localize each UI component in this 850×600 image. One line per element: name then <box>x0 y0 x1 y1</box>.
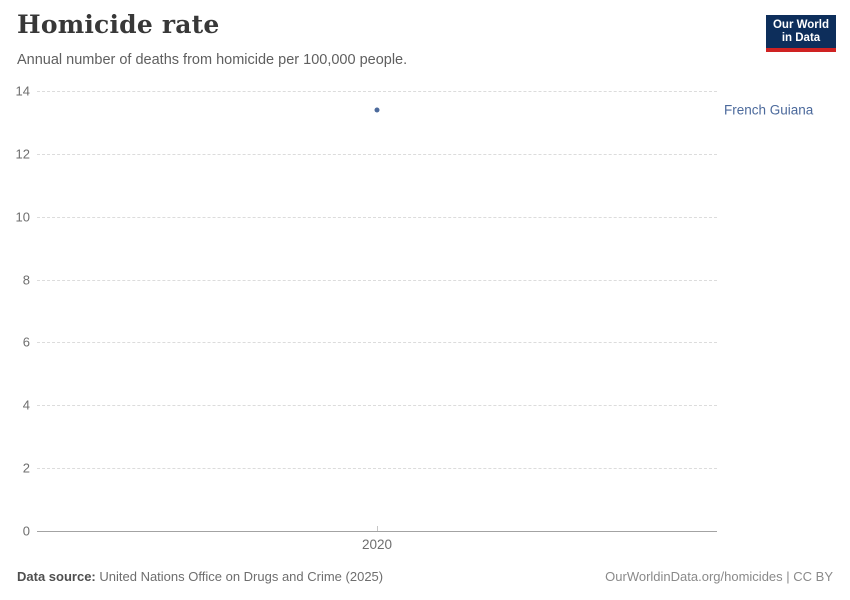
footer-link[interactable]: OurWorldinData.org/homicides | CC BY <box>605 569 833 584</box>
data-source: Data source: United Nations Office on Dr… <box>17 569 383 584</box>
data-source-label: Data source: <box>17 569 96 584</box>
y-tick-label: 14 <box>15 83 30 99</box>
x-axis-line <box>37 531 717 532</box>
gridline <box>37 153 717 155</box>
y-tick-label: 8 <box>22 272 30 288</box>
y-tick-label: 6 <box>22 334 30 350</box>
y-tick-label: 10 <box>15 209 30 225</box>
x-tick-label: 2020 <box>361 537 393 552</box>
gridline <box>37 468 717 470</box>
owid-logo-line2: in Data <box>781 32 821 44</box>
gridline <box>37 91 717 92</box>
owid-logo: Our World in Data <box>766 15 836 52</box>
gridline <box>37 342 717 344</box>
gridline <box>37 216 717 218</box>
y-tick-label: 0 <box>22 523 30 539</box>
y-tick-label: 2 <box>22 460 30 476</box>
gridline <box>37 405 717 407</box>
chart-title: Homicide rate <box>17 10 220 39</box>
y-tick-label: 12 <box>15 146 30 162</box>
y-tick-label: 4 <box>22 397 30 413</box>
plot-area: 0 2 4 6 8 10 12 14 2020 French Guiana <box>16 84 814 553</box>
chart-subtitle: Annual number of deaths from homicide pe… <box>17 52 408 68</box>
data-point-french-guiana[interactable] <box>374 107 380 113</box>
owid-logo-line1: Our World <box>772 19 829 31</box>
x-tick-mark <box>377 526 378 531</box>
gridline <box>37 279 717 281</box>
series-label-french-guiana[interactable]: French Guiana <box>724 102 814 118</box>
data-source-text: United Nations Office on Drugs and Crime… <box>99 569 384 584</box>
